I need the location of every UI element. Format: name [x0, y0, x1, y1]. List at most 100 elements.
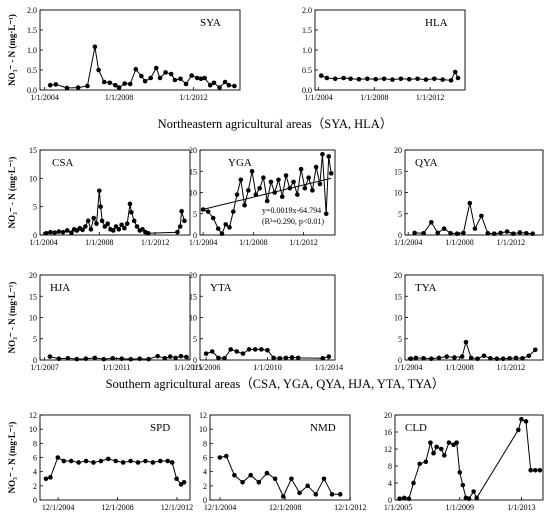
data-point [467, 200, 473, 206]
y-tick-label: 0 [193, 231, 197, 240]
data-point [313, 164, 319, 170]
y-tick-label: 0 [398, 231, 402, 240]
data-point [485, 231, 491, 236]
data-point [134, 224, 140, 229]
y-tick-label: 20 [394, 271, 402, 280]
y-tick-label: 15 [29, 146, 37, 155]
y-tick-label: 20 [29, 271, 37, 280]
panel-title: TYA [415, 282, 436, 294]
panel-sya: 0.0 0.5 1.0 1.5 2.0 1/1/2004 1/1/2008 1/1/2012 S… [7, 6, 241, 102]
data-point [43, 231, 49, 236]
data-point [265, 347, 270, 353]
data-point [413, 355, 419, 361]
y-tick-label: 5 [398, 210, 402, 219]
data-point [189, 73, 194, 78]
data-point [429, 219, 434, 225]
data-point [332, 76, 338, 82]
data-point [216, 355, 221, 361]
data-point [268, 179, 274, 185]
data-point [110, 228, 116, 233]
data-point [249, 168, 255, 174]
y-tick-label: 0 [33, 231, 37, 240]
data-point [295, 192, 300, 197]
y-tick-label: 10 [189, 314, 197, 323]
data-point [432, 76, 437, 82]
panel-csa: 0 5 10 15 1/1/2004 1/1/2008 1/1/2012 CSA NO₃⁻ - … [7, 146, 191, 247]
x-tick-label: 12/1/2008 [269, 503, 301, 512]
y-tick-label: 10 [189, 189, 197, 198]
data-point [88, 227, 94, 232]
data-point [131, 218, 137, 224]
data-point [356, 76, 362, 82]
data-point [246, 347, 252, 352]
y-tick-label: 5 [398, 335, 402, 344]
data-point [466, 496, 472, 502]
data-point [83, 356, 89, 362]
x-tick-label: 1/1/2012 [141, 238, 169, 247]
data-point [240, 351, 246, 356]
y-axis-label: NO₃⁻ - N (mg·L⁻¹) [7, 422, 17, 494]
data-point [53, 82, 59, 87]
x-tick-label: 1/1/2012 [289, 238, 317, 247]
data-point [153, 65, 159, 71]
data-point [415, 76, 420, 82]
data-point [146, 356, 151, 362]
x-tick-label: 1/1/2008 [360, 93, 388, 102]
data-point [137, 356, 143, 362]
data-point [318, 73, 324, 78]
data-point [129, 210, 134, 215]
data-point [298, 166, 304, 172]
data-point [321, 476, 327, 482]
data-point [452, 69, 458, 75]
data-point [69, 230, 74, 236]
data-point [234, 349, 240, 354]
data-point [223, 453, 229, 459]
data-point [215, 226, 221, 231]
panel-nmd: 0 2 4 6 8 10 12 12/1/2004 12/1/2008 12/1/2012 NMD [199, 411, 367, 512]
data-point [106, 456, 111, 462]
y-tick-label: 15 [189, 167, 197, 176]
data-point [302, 185, 308, 191]
data-point [248, 472, 253, 478]
data-point [68, 458, 74, 464]
y-tick-label: 2 [203, 482, 207, 491]
x-tick-label: 12/1/2012 [161, 503, 193, 512]
y-tick-label: 15 [189, 292, 197, 301]
data-point [537, 467, 543, 473]
data-point [256, 479, 262, 485]
data-point [226, 82, 232, 88]
data-point [99, 218, 105, 224]
data-point [401, 495, 407, 501]
data-point [175, 229, 180, 235]
data-point [113, 82, 118, 88]
y-tick-label: 10 [394, 314, 402, 323]
data-point [169, 460, 175, 465]
panel-title: YTA [210, 282, 232, 294]
data-point [142, 78, 148, 84]
y-tick-label: 10 [29, 174, 37, 183]
data-point [203, 351, 209, 356]
data-point [326, 154, 332, 159]
data-point [324, 75, 330, 81]
data-point [76, 460, 81, 465]
data-point [459, 354, 465, 359]
data-point [272, 476, 278, 482]
data-point [310, 188, 315, 193]
data-point [181, 479, 187, 485]
x-tick-label: 1/1/2006 [192, 363, 220, 372]
data-point [102, 224, 108, 229]
panel-tya: 0 5 10 15 20 1/1/2004 1/1/2008 1/1/2012 TYA [394, 271, 544, 372]
data-point [455, 75, 461, 81]
data-point [460, 482, 466, 488]
data-point [232, 472, 237, 478]
data-point [246, 188, 251, 193]
data-point [328, 171, 334, 176]
data-point [101, 79, 107, 85]
data-point [280, 494, 286, 499]
data-point [135, 460, 141, 465]
data-point [498, 230, 503, 236]
data-point [519, 416, 524, 422]
y-tick-label: 0 [193, 356, 197, 365]
data-point [128, 458, 133, 464]
x-tick-label: 1/1/2012 [416, 93, 444, 102]
